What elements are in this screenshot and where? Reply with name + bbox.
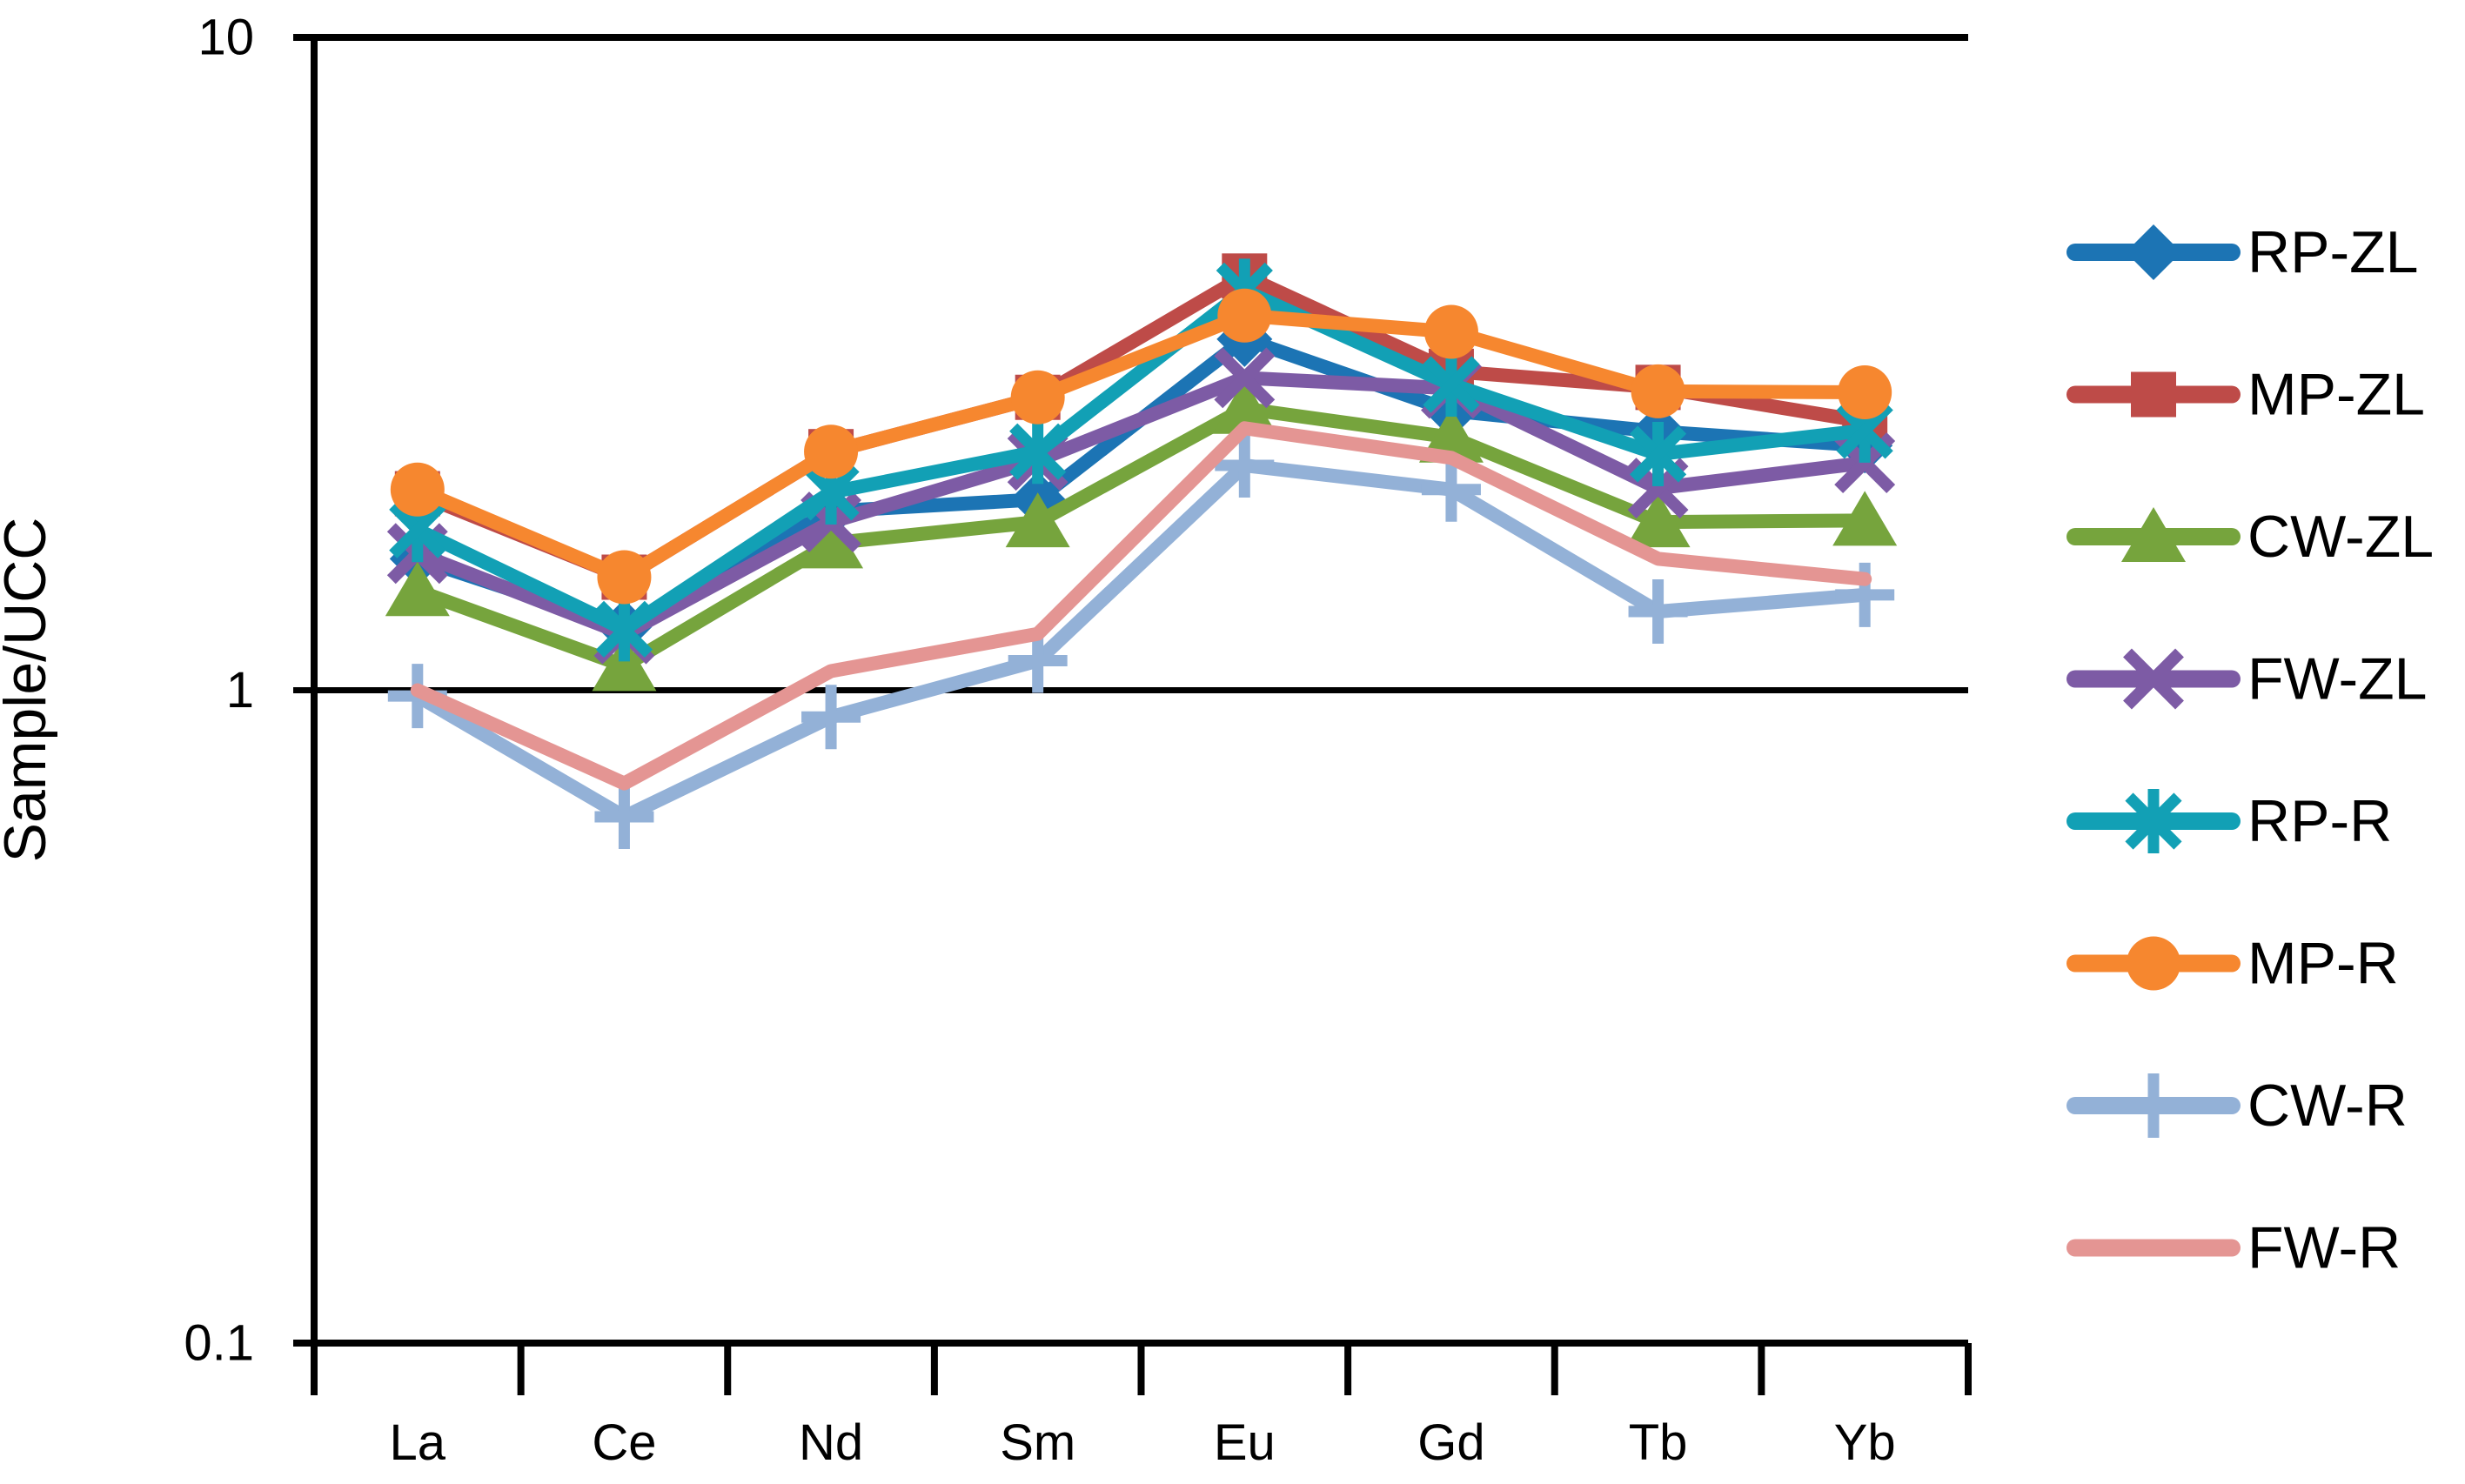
circle-marker-icon [1631, 364, 1685, 418]
series-line-RP-R [410, 284, 1872, 637]
circle-marker-icon [1010, 370, 1065, 424]
series-RP-R [389, 258, 1893, 662]
plus-marker-icon [1215, 433, 1275, 498]
plus-marker-icon [1628, 579, 1688, 645]
x-tick-label-Gd: Gd [1417, 1414, 1484, 1471]
label-layer: Sample/UCC 10 1 0.1 La Ce Nd Sm Eu Gd Tb Yb [0, 10, 1896, 1472]
legend-label-MP-R: MP-R [2247, 931, 2399, 997]
legend-item-CW-ZL: CW-ZL [2066, 504, 2434, 570]
x-tick-label-Tb: Tb [1629, 1414, 1688, 1471]
asterisk-marker-icon [1629, 422, 1687, 487]
plus-marker-icon [801, 685, 861, 750]
circle-marker-icon [1423, 304, 1478, 359]
legend-item-MP-ZL: MP-ZL [2066, 362, 2425, 428]
x-tick-label-Eu: Eu [1214, 1414, 1276, 1471]
x-tick-label-Nd: Nd [799, 1414, 863, 1471]
circle-marker-icon [2127, 936, 2180, 991]
legend-item-RP-R: RP-R [2066, 788, 2392, 854]
plus-marker-icon [2124, 1073, 2183, 1138]
legend-label-FW-R: FW-R [2247, 1215, 2401, 1281]
circle-marker-icon [1217, 288, 1272, 343]
asterisk-marker-icon [2125, 789, 2182, 853]
series-FW-R [410, 421, 1872, 791]
asterisk-marker-icon [595, 597, 653, 662]
legend-item-CW-R: CW-R [2066, 1073, 2408, 1139]
series-CW-ZL [385, 378, 1898, 692]
triangle-marker-icon [1212, 378, 1277, 434]
x-tick-label-Sm: Sm [1000, 1414, 1075, 1471]
circle-marker-icon [1838, 364, 1892, 419]
x-tick-label-Ce: Ce [592, 1414, 656, 1471]
triangle-marker-icon [1625, 492, 1691, 548]
plus-marker-icon [1421, 457, 1481, 522]
circle-marker-icon [597, 550, 652, 605]
x-tick-label-Yb: Yb [1834, 1414, 1896, 1471]
series-line-CW-R [410, 458, 1872, 824]
legend-label-RP-R: RP-R [2247, 788, 2392, 854]
plus-marker-icon [594, 784, 654, 849]
series-line-FW-ZL [410, 371, 1872, 641]
square-marker-icon [2131, 371, 2176, 418]
circle-marker-icon [390, 462, 445, 517]
series-line-MP-R [410, 308, 1872, 585]
asterisk-marker-icon [1423, 352, 1480, 418]
x-tick-label-La: La [390, 1414, 446, 1471]
triangle-marker-icon [1832, 491, 1898, 546]
triangle-marker-icon [799, 513, 864, 569]
y-axis-title: Sample/UCC [0, 518, 58, 863]
series-line-CW-ZL [410, 401, 1872, 673]
legend: RP-ZL MP-ZL CW-ZL FW-ZL RP-R MP-R CW-R FW-R [2066, 219, 2434, 1281]
legend-label-CW-ZL: CW-ZL [2247, 504, 2434, 570]
x-marker-icon [2123, 648, 2184, 710]
y-tick-label-0.1: 0.1 [184, 1315, 254, 1372]
axes-layer [293, 34, 1972, 1395]
legend-label-CW-R: CW-R [2247, 1073, 2408, 1139]
series-line-FW-R [410, 421, 1872, 791]
legend-label-RP-ZL: RP-ZL [2247, 219, 2418, 285]
asterisk-marker-icon [1009, 419, 1067, 485]
legend-label-MP-ZL: MP-ZL [2247, 362, 2425, 428]
legend-item-FW-R: FW-R [2066, 1215, 2401, 1281]
circle-marker-icon [804, 424, 859, 479]
triangle-marker-icon [385, 561, 450, 617]
y-tick-label-1: 1 [226, 662, 254, 719]
series-layer [385, 253, 1898, 849]
legend-item-RP-ZL: RP-ZL [2066, 219, 2418, 285]
legend-label-FW-ZL: FW-ZL [2247, 646, 2428, 712]
y-tick-label-10: 10 [198, 10, 254, 66]
legend-item-MP-R: MP-R [2066, 931, 2399, 997]
triangle-marker-icon [1005, 492, 1070, 548]
series-MP-R [390, 288, 1892, 605]
x-marker-icon [1214, 347, 1276, 409]
diamond-marker-icon [2126, 224, 2181, 280]
triangle-marker-icon [592, 636, 657, 692]
legend-item-FW-ZL: FW-ZL [2066, 646, 2428, 712]
triangle-marker-icon [2121, 507, 2186, 562]
